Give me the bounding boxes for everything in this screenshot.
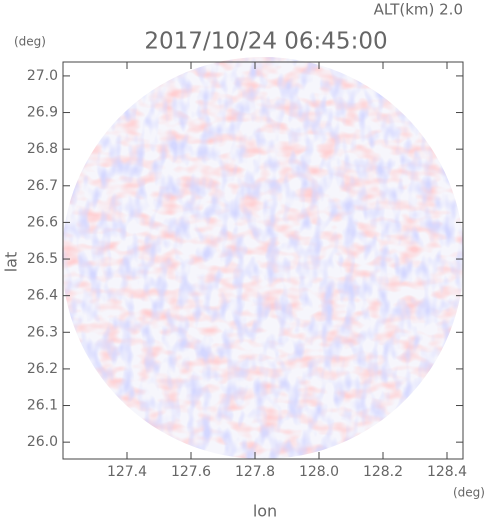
y-tick-label: 27.0	[27, 68, 58, 84]
plot-frame	[62, 61, 464, 460]
y-unit: (deg)	[14, 35, 46, 49]
y-tick-label: 26.2	[27, 361, 58, 377]
y-tick-label: 26.8	[27, 141, 58, 157]
y-axis-label: lat	[2, 252, 21, 273]
x-tick-label: 128.2	[363, 464, 403, 480]
x-axis-label: lon	[253, 502, 277, 521]
subtitle: ALT(km) 2.0	[374, 1, 463, 19]
chart-title: 2017/10/24 06:45:00	[144, 29, 387, 55]
x-tick-label: 128.0	[299, 464, 339, 480]
radar-field	[62, 57, 464, 459]
y-tick-label: 26.6	[27, 214, 58, 230]
x-tick-label: 127.8	[235, 464, 275, 480]
x-tick-label: 128.4	[427, 464, 467, 480]
x-tick-label: 127.6	[171, 464, 211, 480]
y-tick-label: 26.0	[27, 434, 58, 450]
y-tick-label: 26.9	[27, 105, 58, 121]
x-tick-label: 127.4	[107, 464, 147, 480]
y-tick-label: 26.4	[27, 288, 58, 304]
y-tick-label: 26.3	[27, 324, 58, 340]
y-tick-label: 26.5	[27, 251, 58, 267]
x-unit: (deg)	[453, 486, 485, 500]
y-tick-label: 26.1	[27, 398, 58, 414]
y-tick-label: 26.7	[27, 178, 58, 194]
